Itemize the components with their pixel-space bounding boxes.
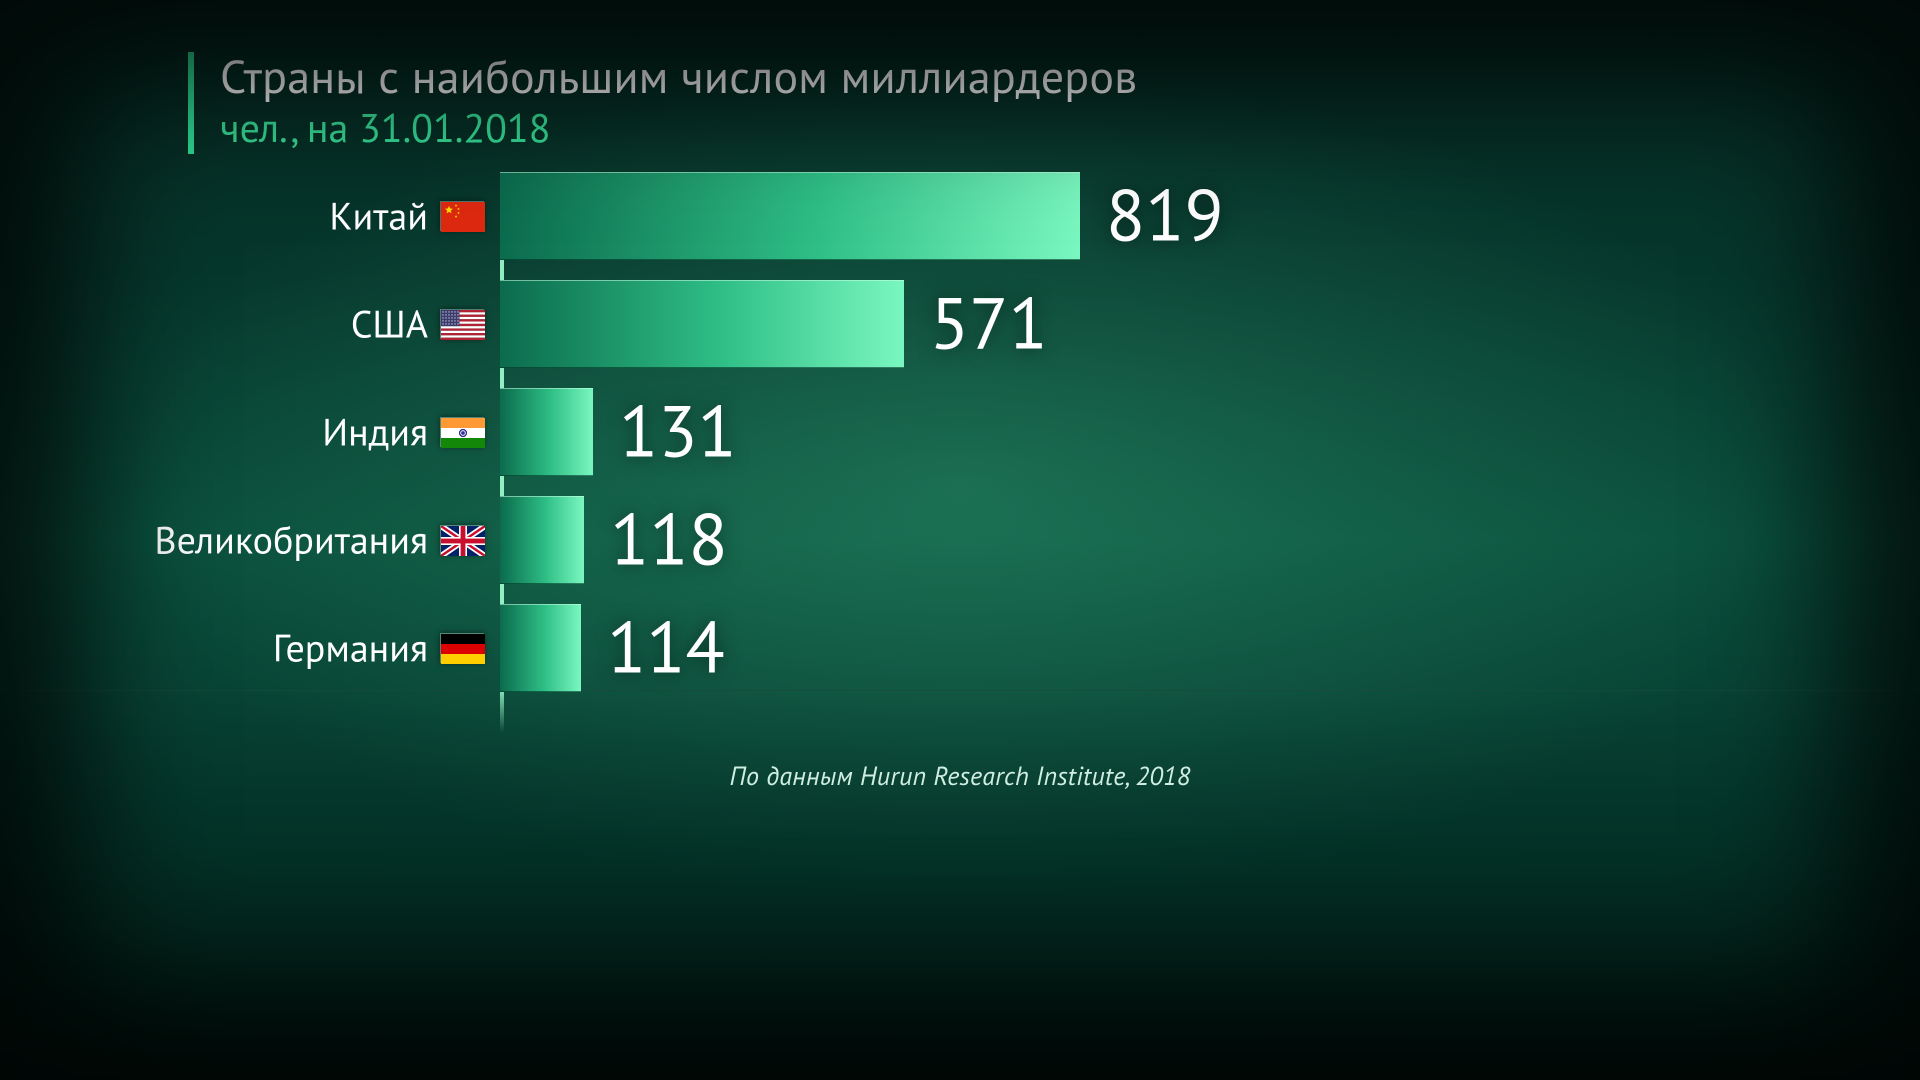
floor-gradient (0, 690, 1920, 1080)
de-flag-icon (440, 633, 484, 663)
us-flag-icon (440, 309, 484, 339)
bar (500, 388, 593, 476)
chart-row: Индия131 (0, 388, 1920, 476)
bar-value: 131 (619, 384, 737, 477)
chart-row: Великобритания118 (0, 496, 1920, 584)
billionaires-bar-chart: Китай819США571Индия131Великобритания118Г… (0, 172, 1920, 732)
country-label: США (351, 300, 428, 349)
bar-value: 118 (610, 492, 728, 585)
bar-value: 114 (607, 600, 725, 693)
bar (500, 604, 581, 692)
country-label: Китай (329, 192, 428, 241)
bar-value: 819 (1106, 168, 1224, 261)
title-sub: чел., на 31.01.2018 (220, 102, 1137, 154)
in-flag-icon (440, 417, 484, 447)
bar-value: 571 (930, 276, 1048, 369)
bar (500, 496, 584, 584)
bar (500, 172, 1080, 260)
bar (500, 280, 904, 368)
cn-flag-icon (440, 201, 484, 231)
chart-row: Германия114 (0, 604, 1920, 692)
source-attribution: По данным Hurun Research Institute, 2018 (0, 760, 1920, 793)
country-label: Индия (322, 408, 428, 457)
chart-row: США571 (0, 280, 1920, 368)
country-label: Великобритания (154, 516, 428, 565)
title-block: Страны с наибольшим числом миллиардеров … (188, 52, 1137, 154)
country-label: Германия (273, 624, 428, 673)
chart-row: Китай819 (0, 172, 1920, 260)
gb-flag-icon (440, 525, 484, 555)
title-main: Страны с наибольшим числом миллиардеров (220, 52, 1137, 100)
